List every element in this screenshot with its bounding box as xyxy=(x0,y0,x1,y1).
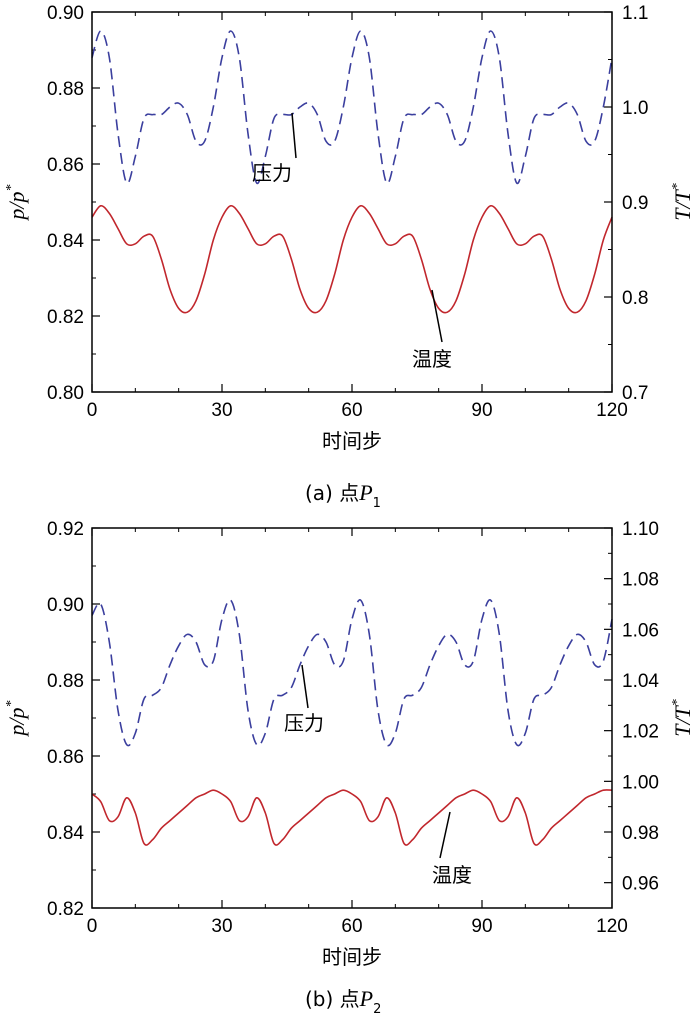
yr-tick-label-b-3: 1.02 xyxy=(622,722,659,743)
x-tick-label-a-1: 30 xyxy=(211,400,232,421)
caption-a: (a) 点P1 xyxy=(305,480,381,511)
yr-tick-label-a-4: 1.1 xyxy=(622,3,648,24)
temperature-series-line-a xyxy=(91,204,613,314)
x-tick-label-b-0: 0 xyxy=(87,916,98,937)
caption-b: (b) 点P2 xyxy=(305,986,381,1015)
yl-tick-label-b-5: 0.92 xyxy=(47,519,84,540)
yl-tick-label-b-4: 0.90 xyxy=(47,595,84,616)
label-pressure-b: 压力 xyxy=(284,711,324,735)
yr-tick-label-b-7: 1.10 xyxy=(622,519,659,540)
x-tick-label-b-2: 60 xyxy=(341,916,362,937)
x-axis-label-b: 时间步 xyxy=(322,945,382,969)
yl-tick-label-a-5: 0.90 xyxy=(47,3,84,24)
yl-tick-label-b-2: 0.86 xyxy=(47,747,84,768)
x-tick-label-b-4: 120 xyxy=(596,916,628,937)
yr-tick-label-a-2: 0.9 xyxy=(622,193,648,214)
x-tick-label-b-1: 30 xyxy=(211,916,232,937)
annotation-pressure-b: 压力 xyxy=(284,664,324,735)
plot-frame-b xyxy=(91,527,613,909)
pressure-series-line-a xyxy=(91,30,613,185)
yr-tick-label-a-1: 0.8 xyxy=(622,288,648,309)
yl-tick-label-a-4: 0.88 xyxy=(47,79,84,100)
yl-tick-label-a-2: 0.84 xyxy=(47,231,84,252)
yr-tick-label-b-6: 1.08 xyxy=(622,570,659,591)
x-tick-label-a-0: 0 xyxy=(87,400,98,421)
yr-tick-label-b-2: 1.00 xyxy=(622,772,659,793)
yr-tick-label-b-5: 1.06 xyxy=(622,620,659,641)
y-axis-label-right-a: T/T* xyxy=(670,183,695,221)
yl-tick-label-a-3: 0.86 xyxy=(47,155,84,176)
annotation-pressure-a: 压力 xyxy=(252,112,297,185)
yl-tick-label-b-0: 0.82 xyxy=(47,899,84,920)
x-tick-label-a-4: 120 xyxy=(596,400,628,421)
y-axis-label-left-a: p/p* xyxy=(4,184,29,221)
annotation-temperature-a: 温度 xyxy=(412,289,452,371)
yr-tick-label-b-0: 0.96 xyxy=(622,874,659,895)
plot-frame-a xyxy=(91,11,613,393)
yr-tick-label-a-0: 0.7 xyxy=(622,383,648,404)
yl-tick-label-b-1: 0.84 xyxy=(47,823,84,844)
panel-a: 0 30 60 90 120 0.80 0.82 0.84 0.86 0.88 0.90 0.7 0.8… xyxy=(4,3,695,511)
temperature-series-line-b xyxy=(91,789,613,846)
panel-b: 0 30 60 90 120 0.82 0.84 0.86 0.88 0.90 0.92 0.96 0.… xyxy=(4,519,695,1015)
annotation-temperature-b: 温度 xyxy=(432,811,472,887)
y-axis-label-right-b: T/T* xyxy=(670,699,695,737)
yl-tick-label-a-1: 0.82 xyxy=(47,307,84,328)
label-temperature-a: 温度 xyxy=(412,347,452,371)
yl-tick-label-a-0: 0.80 xyxy=(47,383,84,404)
yr-tick-label-b-1: 0.98 xyxy=(622,823,659,844)
yr-tick-label-a-3: 1.0 xyxy=(622,98,648,119)
y-axis-label-left-b: p/p* xyxy=(4,700,29,737)
x-tick-label-a-2: 60 xyxy=(341,400,362,421)
yr-tick-label-b-4: 1.04 xyxy=(622,671,659,692)
x-tick-label-b-3: 90 xyxy=(471,916,492,937)
label-pressure-a: 压力 xyxy=(252,161,292,185)
pressure-series-line-b xyxy=(91,599,613,747)
x-axis-label-a: 时间步 xyxy=(322,429,382,453)
x-tick-label-a-3: 90 xyxy=(471,400,492,421)
label-temperature-b: 温度 xyxy=(432,863,472,887)
yl-tick-label-b-3: 0.88 xyxy=(47,671,84,692)
